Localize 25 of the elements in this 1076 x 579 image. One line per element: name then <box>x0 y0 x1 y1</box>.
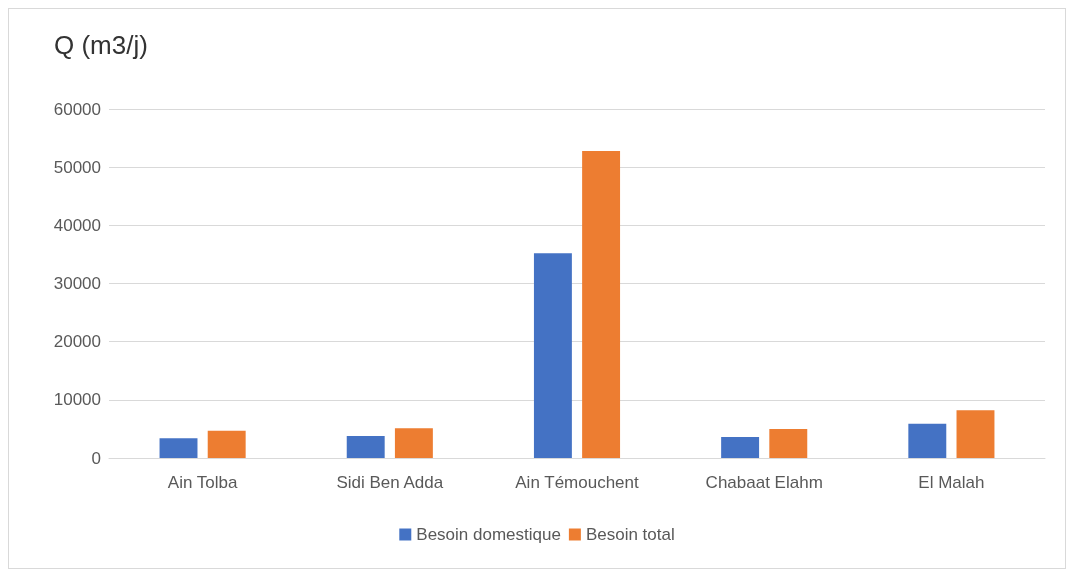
legend-label: Besoin domestique <box>416 525 561 544</box>
bar <box>394 428 433 458</box>
y-tick-label: 60000 <box>53 99 101 119</box>
chart-title: Q (m3/j) <box>54 30 148 60</box>
bar <box>721 437 760 458</box>
x-tick-label: El Malah <box>918 473 985 492</box>
x-tick-label: Ain Tolba <box>167 473 238 492</box>
bar <box>207 430 246 458</box>
y-tick-label: 10000 <box>53 390 101 410</box>
bar <box>346 435 385 458</box>
y-tick-label: 30000 <box>53 274 101 293</box>
y-tick-label: 40000 <box>53 215 101 235</box>
x-tick-label: Chabaat Elahm <box>705 473 823 492</box>
bar <box>908 423 947 458</box>
bar <box>956 410 995 458</box>
y-tick-label: 50000 <box>53 157 101 177</box>
x-tick-label: Sidi Ben Adda <box>336 473 444 492</box>
bar <box>533 253 572 458</box>
x-tick-label: Ain Témouchent <box>515 473 640 492</box>
bar <box>159 438 198 458</box>
y-tick-label: 20000 <box>53 332 101 352</box>
y-tick-label: 0 <box>91 448 101 468</box>
legend-label: Besoin total <box>585 525 675 544</box>
bar <box>769 428 808 458</box>
bar <box>582 150 621 458</box>
